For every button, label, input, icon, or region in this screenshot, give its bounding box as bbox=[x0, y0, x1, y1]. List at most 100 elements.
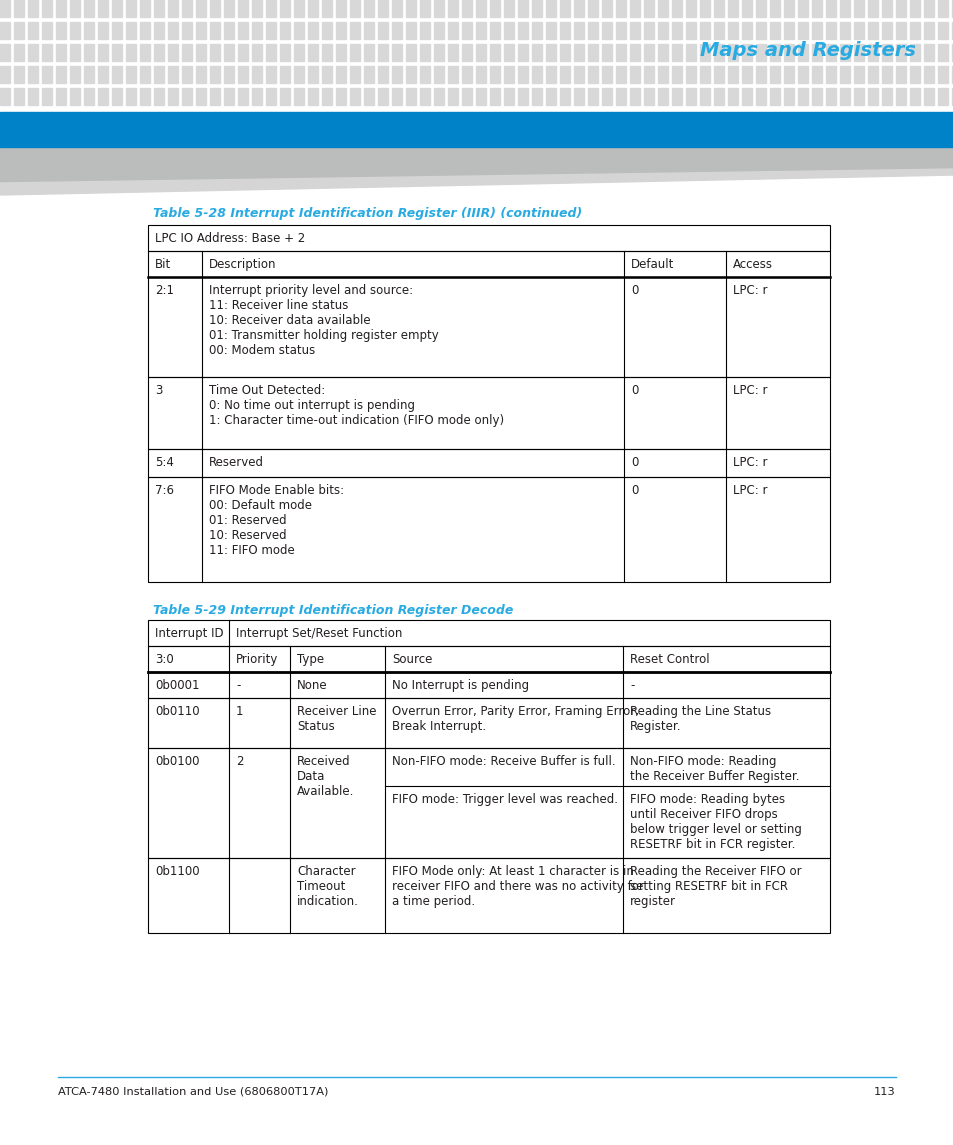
Bar bbox=[503, 44, 514, 61]
Bar bbox=[335, 66, 346, 82]
Bar bbox=[195, 22, 206, 39]
Bar bbox=[126, 0, 136, 17]
Bar bbox=[14, 88, 24, 105]
Bar bbox=[713, 22, 723, 39]
Bar bbox=[587, 44, 598, 61]
Bar bbox=[56, 22, 66, 39]
Bar bbox=[237, 0, 248, 17]
Bar bbox=[140, 88, 150, 105]
Text: LPC: r: LPC: r bbox=[732, 456, 767, 469]
Bar bbox=[476, 44, 485, 61]
Bar bbox=[434, 66, 443, 82]
Text: LPC: r: LPC: r bbox=[732, 484, 767, 497]
Bar bbox=[895, 66, 905, 82]
Bar bbox=[14, 22, 24, 39]
Text: 3: 3 bbox=[154, 384, 162, 397]
Text: Priority: Priority bbox=[235, 653, 278, 666]
Bar bbox=[895, 22, 905, 39]
Bar bbox=[0, 88, 10, 105]
Bar bbox=[490, 0, 499, 17]
Bar bbox=[658, 0, 667, 17]
Bar bbox=[629, 88, 639, 105]
Bar bbox=[406, 22, 416, 39]
Bar bbox=[574, 22, 583, 39]
Text: 2: 2 bbox=[235, 755, 243, 768]
Text: FIFO mode: Reading bytes
until Receiver FIFO drops
below trigger level or settin: FIFO mode: Reading bytes until Receiver … bbox=[629, 793, 801, 851]
Bar bbox=[700, 0, 709, 17]
Bar bbox=[461, 88, 472, 105]
Bar bbox=[755, 88, 765, 105]
Bar bbox=[98, 44, 108, 61]
Bar bbox=[182, 22, 192, 39]
Bar bbox=[769, 88, 780, 105]
Bar bbox=[853, 0, 863, 17]
Bar bbox=[476, 88, 485, 105]
Bar bbox=[322, 66, 332, 82]
Bar bbox=[601, 0, 612, 17]
Text: 0: 0 bbox=[630, 484, 638, 497]
Text: Type: Type bbox=[296, 653, 324, 666]
Bar bbox=[126, 88, 136, 105]
Bar bbox=[797, 44, 807, 61]
Bar bbox=[923, 22, 933, 39]
Bar bbox=[210, 88, 220, 105]
Bar bbox=[364, 66, 374, 82]
Text: 113: 113 bbox=[873, 1087, 895, 1097]
Bar bbox=[727, 0, 738, 17]
Bar bbox=[503, 88, 514, 105]
Bar bbox=[713, 88, 723, 105]
Bar bbox=[769, 66, 780, 82]
Bar bbox=[153, 0, 164, 17]
Bar bbox=[434, 44, 443, 61]
Bar bbox=[168, 0, 178, 17]
Bar bbox=[629, 22, 639, 39]
Bar bbox=[140, 66, 150, 82]
Bar bbox=[769, 22, 780, 39]
Bar bbox=[741, 22, 751, 39]
Bar bbox=[434, 88, 443, 105]
Bar bbox=[517, 22, 527, 39]
Bar bbox=[308, 22, 317, 39]
Bar bbox=[629, 0, 639, 17]
Text: -: - bbox=[629, 679, 634, 692]
Bar bbox=[503, 66, 514, 82]
Bar bbox=[14, 66, 24, 82]
Bar bbox=[713, 44, 723, 61]
Bar bbox=[237, 66, 248, 82]
Bar bbox=[951, 66, 953, 82]
Bar bbox=[840, 44, 849, 61]
Text: Character
Timeout
indication.: Character Timeout indication. bbox=[296, 864, 358, 908]
Bar bbox=[574, 0, 583, 17]
Text: Description: Description bbox=[209, 258, 276, 271]
Bar bbox=[727, 44, 738, 61]
Bar bbox=[237, 44, 248, 61]
Bar bbox=[882, 22, 891, 39]
Text: Access: Access bbox=[732, 258, 772, 271]
Bar bbox=[148, 449, 829, 477]
Bar bbox=[769, 0, 780, 17]
Bar bbox=[755, 66, 765, 82]
Bar bbox=[937, 66, 947, 82]
Bar bbox=[148, 646, 829, 672]
Bar bbox=[377, 66, 388, 82]
Text: Received
Data
Available.: Received Data Available. bbox=[296, 755, 354, 798]
Text: LPC: r: LPC: r bbox=[732, 284, 767, 297]
Bar bbox=[797, 66, 807, 82]
Bar bbox=[294, 0, 304, 17]
Bar bbox=[148, 477, 829, 582]
Text: 0b0001: 0b0001 bbox=[154, 679, 199, 692]
Text: Reading the Line Status
Register.: Reading the Line Status Register. bbox=[629, 705, 770, 733]
Bar bbox=[308, 66, 317, 82]
Bar bbox=[741, 88, 751, 105]
Bar bbox=[517, 88, 527, 105]
Bar bbox=[461, 44, 472, 61]
Bar bbox=[490, 66, 499, 82]
Bar bbox=[56, 0, 66, 17]
Bar bbox=[853, 22, 863, 39]
Bar bbox=[419, 88, 430, 105]
Polygon shape bbox=[0, 147, 953, 183]
Bar bbox=[98, 88, 108, 105]
Bar bbox=[840, 0, 849, 17]
Bar bbox=[224, 66, 233, 82]
Bar bbox=[28, 22, 38, 39]
